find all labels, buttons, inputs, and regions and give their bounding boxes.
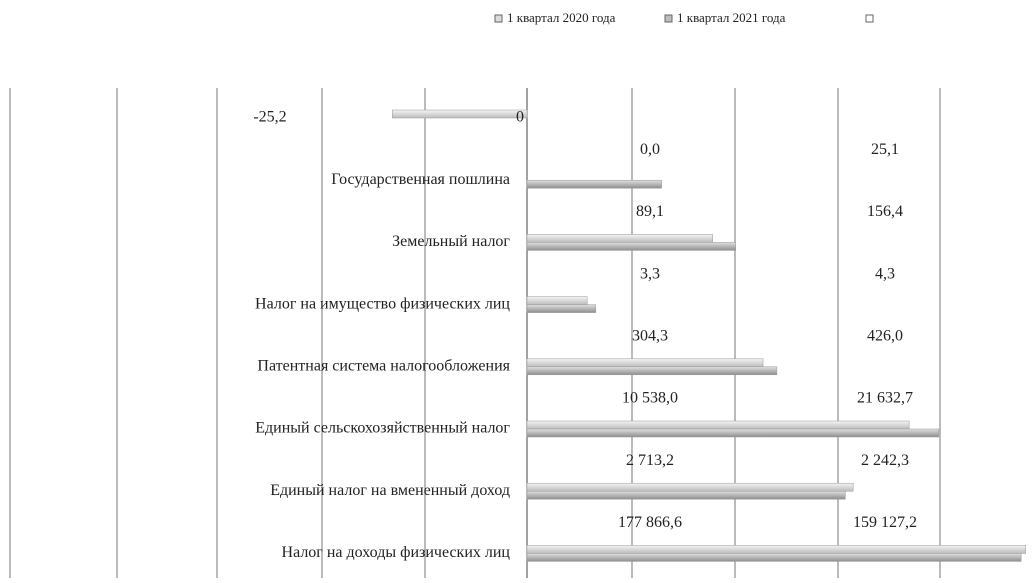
bar: [526, 420, 910, 430]
legend-marker: [664, 14, 673, 23]
legend-marker: [494, 14, 503, 23]
bar: [526, 490, 846, 500]
category-label: Патентная система налогообложения: [257, 357, 510, 374]
data-label: -25,2: [253, 109, 286, 126]
legend-marker: [865, 14, 874, 23]
bar: [526, 366, 778, 376]
data-label: 177 866,6: [618, 514, 682, 531]
data-label: 2 713,2: [626, 452, 674, 469]
data-label: 25,1: [871, 141, 899, 158]
legend-label: 1 квартал 2021 года: [677, 10, 786, 25]
bar: [392, 109, 528, 119]
bar: [526, 428, 940, 438]
data-label: 0,0: [640, 141, 660, 158]
data-label: 304,3: [632, 327, 668, 344]
category-label: Налог на имущество физических лиц: [255, 295, 510, 312]
bar: [526, 234, 713, 243]
data-label: 89,1: [636, 203, 664, 220]
bar: [526, 179, 662, 189]
bar: [526, 545, 1027, 554]
gridlines: [9, 88, 941, 578]
data-label: 10 538,0: [622, 390, 678, 407]
legend-label: 1 квартал 2020 года: [507, 10, 616, 25]
bar: [526, 482, 854, 492]
data-label: 3,3: [640, 265, 660, 282]
bar: [526, 242, 736, 251]
data-label: 426,0: [867, 327, 903, 344]
category-label: Налог на доходы физических лиц: [282, 544, 511, 561]
category-label: Единый налог на вмененный доход: [270, 482, 510, 499]
bar: [526, 304, 597, 313]
data-label: 2 242,3: [861, 452, 909, 469]
bar: [526, 296, 588, 305]
category-label: Единый сельскохозяйственный налог: [255, 420, 510, 437]
category-label: Земельный налог: [392, 233, 510, 250]
data-label: 159 127,2: [853, 514, 917, 531]
bar: [526, 358, 764, 368]
data-label: 21 632,7: [857, 390, 913, 407]
data-label: 0: [516, 109, 524, 126]
bar: [526, 553, 1022, 562]
data-label: 156,4: [867, 203, 903, 220]
legend: 1 квартал 2020 года 1 квартал 2021 года: [494, 10, 874, 25]
data-label: 4,3: [875, 265, 895, 282]
category-label: Государственная пошлина: [331, 171, 510, 188]
